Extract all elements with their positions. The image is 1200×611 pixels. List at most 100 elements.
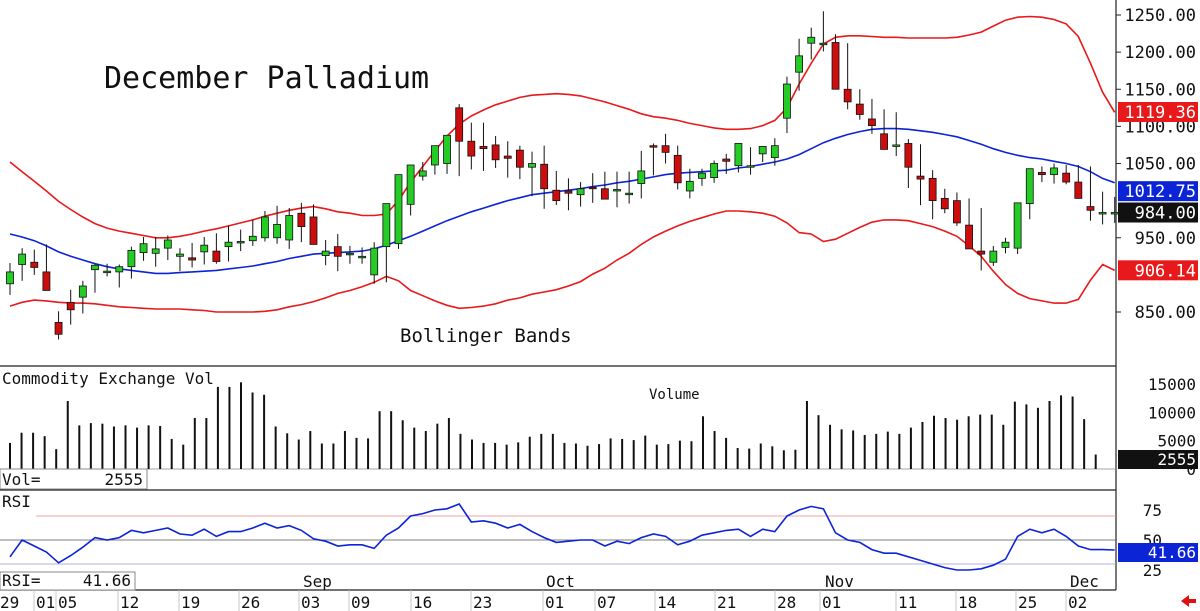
candlestick — [1062, 164, 1071, 185]
candlestick — [843, 43, 852, 110]
candlestick — [953, 192, 961, 226]
candlestick — [236, 229, 245, 252]
candlestick — [552, 170, 561, 206]
candlestick — [783, 76, 791, 134]
price-panel: December Palladium Bollinger Bands 1250.… — [6, 6, 1198, 347]
candle-body — [576, 188, 585, 196]
candlestick — [261, 211, 269, 242]
candle-body — [965, 224, 973, 250]
candle-body — [588, 186, 597, 190]
candlestick — [200, 237, 209, 265]
price-value-box — [1118, 260, 1198, 281]
candle-body — [1098, 212, 1107, 215]
bollinger-bands-label: Bollinger Bands — [400, 325, 572, 347]
candle-body — [358, 255, 366, 259]
candle-body — [1110, 212, 1119, 215]
candle-body — [503, 155, 512, 159]
candlestick — [746, 147, 755, 175]
candlestick — [430, 145, 439, 175]
x-month-label: Dec — [1070, 572, 1099, 591]
candle-body — [151, 248, 160, 254]
candle-body — [479, 146, 488, 150]
x-day-label: 21 — [717, 593, 736, 611]
red-left-arrow-icon[interactable] — [1181, 595, 1196, 607]
candlestick — [685, 168, 694, 199]
candlestick — [333, 234, 342, 272]
candlestick — [515, 145, 524, 180]
rsi-last-value-box — [1118, 543, 1198, 562]
candlestick — [346, 245, 354, 264]
x-day-label: 07 — [597, 593, 616, 611]
candlestick — [892, 112, 901, 157]
volume-tick-label: 0 — [1186, 460, 1196, 479]
candlestick — [139, 237, 148, 261]
candle-body — [1013, 202, 1022, 249]
candle-body — [370, 247, 379, 276]
candle-body — [455, 107, 464, 142]
candlestick — [637, 150, 646, 199]
candlestick — [831, 34, 840, 90]
candle-body — [734, 143, 743, 167]
candlestick — [1110, 196, 1119, 223]
x-day-label: 18 — [958, 593, 977, 611]
candlestick — [115, 264, 124, 288]
candle-body — [394, 174, 403, 245]
candle-body — [418, 170, 427, 177]
candle-body — [807, 36, 816, 44]
candle-body — [285, 215, 294, 241]
x-day-label: 16 — [413, 593, 432, 611]
volume-tick-label: 15000 — [1148, 375, 1196, 394]
candlestick — [940, 188, 949, 214]
candle-body — [989, 250, 998, 263]
candle-body — [103, 270, 112, 274]
candlestick — [1038, 166, 1046, 183]
volume-panel: Commodity Exchange Vol Volume 15000 10000… — [0, 369, 1198, 490]
candle-body — [236, 241, 245, 244]
candle-body — [613, 189, 621, 192]
candle-body — [491, 144, 500, 161]
candle-body — [564, 190, 573, 194]
candlestick — [819, 11, 828, 52]
candle-body — [1086, 206, 1095, 211]
candle-body — [224, 241, 233, 248]
x-day-label: 05 — [58, 593, 77, 611]
price-tick-label: 850.00 — [1135, 303, 1196, 323]
candle-body — [600, 188, 609, 200]
candle-body — [406, 164, 415, 205]
candlestick — [795, 38, 803, 91]
x-day-label: 01 — [545, 593, 564, 611]
x-month-label: Sep — [303, 572, 332, 591]
volume-panel-title: Commodity Exchange Vol — [2, 369, 214, 388]
candlestick — [66, 289, 75, 325]
candle-body — [528, 163, 536, 168]
candlestick — [722, 153, 731, 174]
candle-body — [42, 271, 51, 291]
candle-body — [661, 145, 670, 153]
x-month-label: Nov — [825, 572, 854, 591]
panel-frames — [0, 0, 1117, 591]
candle-body — [977, 250, 986, 255]
candle-body — [467, 140, 476, 157]
candle-body — [212, 250, 221, 262]
candle-body — [78, 285, 87, 298]
candle-body — [843, 88, 852, 103]
candle-body — [6, 271, 14, 285]
candle-body — [819, 42, 828, 46]
x-day-label: 03 — [301, 593, 320, 611]
candle-body — [127, 249, 136, 268]
candle-body — [309, 216, 318, 245]
candlestick — [6, 262, 14, 295]
x-day-label: 25 — [1018, 593, 1037, 611]
volume-last-value-box — [1118, 450, 1198, 469]
candle-body — [855, 103, 864, 115]
candlestick — [358, 247, 366, 264]
price-tick-label: 1100.00 — [1124, 117, 1196, 137]
candle-body — [758, 146, 767, 155]
x-day-label: 01 — [822, 593, 841, 611]
candlestick — [406, 164, 415, 216]
candle-body — [868, 118, 876, 127]
candle-body — [261, 216, 269, 239]
candle-body — [552, 189, 561, 202]
candle-body — [673, 154, 682, 184]
rsi-last-value-label: 41.66 — [1148, 543, 1196, 562]
